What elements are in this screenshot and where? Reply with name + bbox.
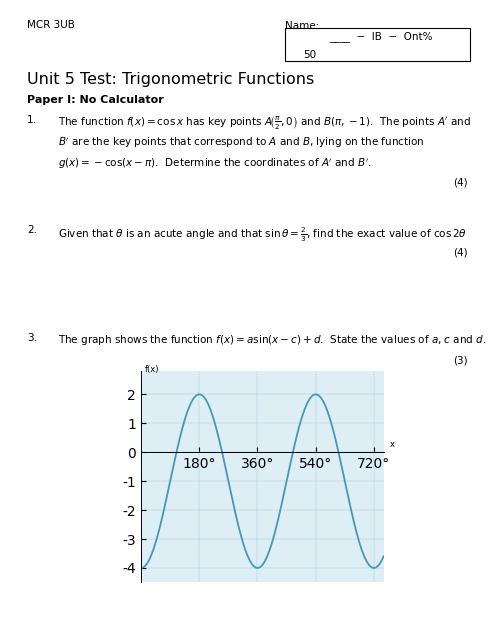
Text: 2.: 2. <box>27 225 37 236</box>
Text: The graph shows the function $f(x) = a\sin(x - c) + d$.  State the values of $a$: The graph shows the function $f(x) = a\s… <box>58 333 487 347</box>
Text: ____  −  IB  −  Ont%: ____ − IB − Ont% <box>329 31 433 42</box>
Text: 3.: 3. <box>27 333 37 343</box>
Text: MCR 3UB: MCR 3UB <box>27 20 75 31</box>
Text: Given that $\theta$ is an acute angle and that $\sin\theta = \frac{2}{3}$, find : Given that $\theta$ is an acute angle an… <box>58 225 467 244</box>
Text: The function $f(x) = \cos x$ has key points $A\!\left(\frac{\pi}{2}, 0\right)$ a: The function $f(x) = \cos x$ has key poi… <box>58 115 472 132</box>
Text: 50: 50 <box>303 50 316 60</box>
Text: (4): (4) <box>453 178 468 188</box>
Text: x: x <box>390 440 395 449</box>
Text: Unit 5 Test: Trigonometric Functions: Unit 5 Test: Trigonometric Functions <box>27 72 314 86</box>
Text: (4): (4) <box>453 248 468 258</box>
Text: Name: ___________________: Name: ___________________ <box>285 20 422 31</box>
Text: $B'$ are the key points that correspond to $A$ and $B$, lying on the function: $B'$ are the key points that correspond … <box>58 136 425 150</box>
FancyBboxPatch shape <box>285 28 470 61</box>
Text: 1.: 1. <box>27 115 37 125</box>
Text: Paper I: No Calculator: Paper I: No Calculator <box>27 95 164 106</box>
Text: $g(x) = -\cos(x - \pi)$.  Determine the coordinates of $A'$ and $B'$.: $g(x) = -\cos(x - \pi)$. Determine the c… <box>58 156 372 170</box>
Text: f(x): f(x) <box>145 365 159 374</box>
Text: (3): (3) <box>453 355 468 365</box>
